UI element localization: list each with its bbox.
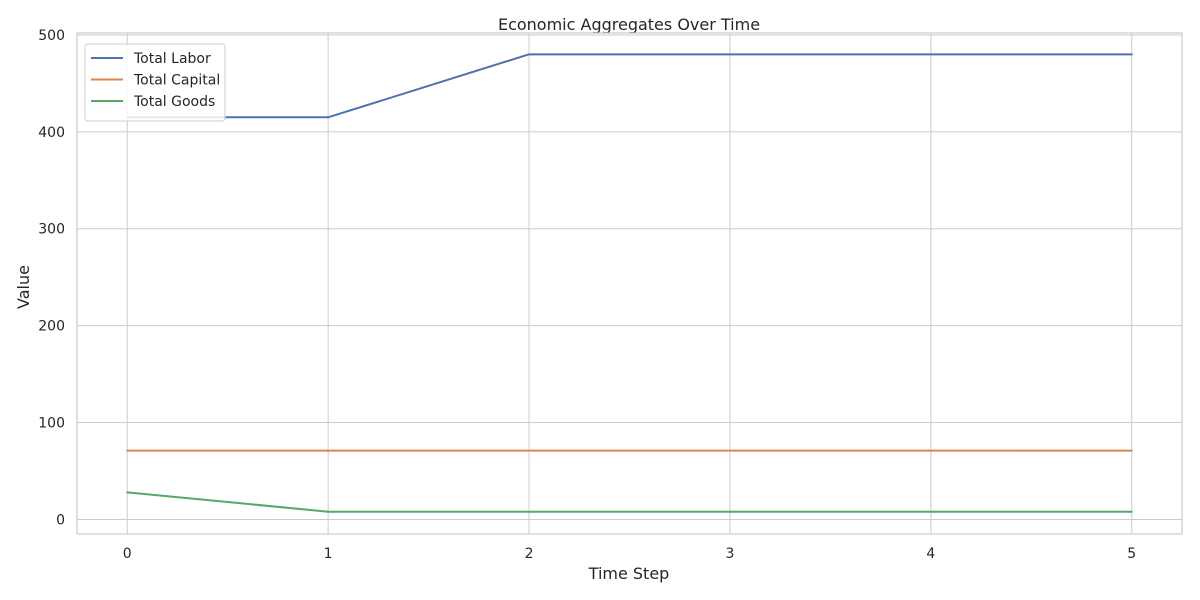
legend-label: Total Goods (133, 94, 215, 110)
x-tick-label: 1 (324, 546, 333, 562)
plot-frame (76, 32, 1183, 535)
y-axis-label: Value (14, 265, 33, 309)
x-tick-label: 4 (926, 546, 935, 562)
legend-label: Total Labor (133, 51, 211, 67)
legend-label: Total Capital (133, 73, 220, 89)
y-tick-label: 300 (38, 222, 65, 238)
y-tick-label: 0 (56, 512, 65, 528)
x-tick-label: 0 (123, 546, 132, 562)
x-axis-label: Time Step (588, 564, 670, 583)
x-tick-label: 2 (525, 546, 534, 562)
y-tick-label: 400 (38, 125, 65, 141)
x-tick-label: 5 (1127, 546, 1136, 562)
gridlines (77, 33, 1182, 534)
chart-title: Economic Aggregates Over Time (498, 15, 760, 34)
y-tick-label: 500 (38, 28, 65, 44)
series-line-total-goods (126, 491, 1133, 513)
x-tick-label: 3 (725, 546, 734, 562)
tick-labels: 0 1 2 3 4 5 0 100 200 300 400 500 (38, 28, 1136, 562)
y-tick-label: 200 (38, 319, 65, 335)
y-tick-label: 100 (38, 416, 65, 432)
series-line-total-labor (126, 53, 1133, 119)
legend: Total Labor Total Capital Total Goods (84, 43, 226, 122)
series-lines (126, 53, 1133, 513)
